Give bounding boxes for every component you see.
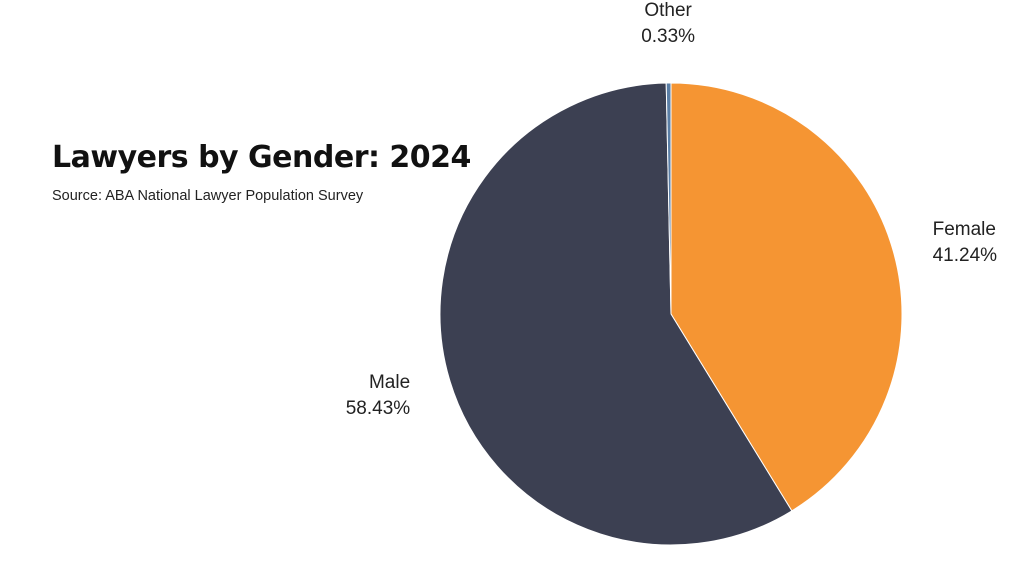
pie-slice-male: [439, 82, 793, 546]
pie-slice-other: [665, 82, 672, 315]
slice-name-label-other: Other: [644, 0, 692, 21]
slice-name-label-female: Female: [933, 219, 996, 240]
slice-value-label-female: 41.24%: [933, 245, 998, 266]
slice-name-label-male: Male: [369, 372, 410, 393]
pie-slices: [439, 82, 903, 546]
pie-labels: Female 41.24% Male 58.43% Other 0.33%: [346, 0, 997, 419]
slice-value-label-male: 58.43%: [346, 398, 411, 419]
slice-value-label-other: 0.33%: [641, 26, 695, 47]
pie-slice-female: [670, 82, 903, 512]
chart-subtitle: Source: ABA National Lawyer Population S…: [52, 188, 364, 204]
chart-title: Lawyers by Gender: 2024: [52, 140, 471, 175]
